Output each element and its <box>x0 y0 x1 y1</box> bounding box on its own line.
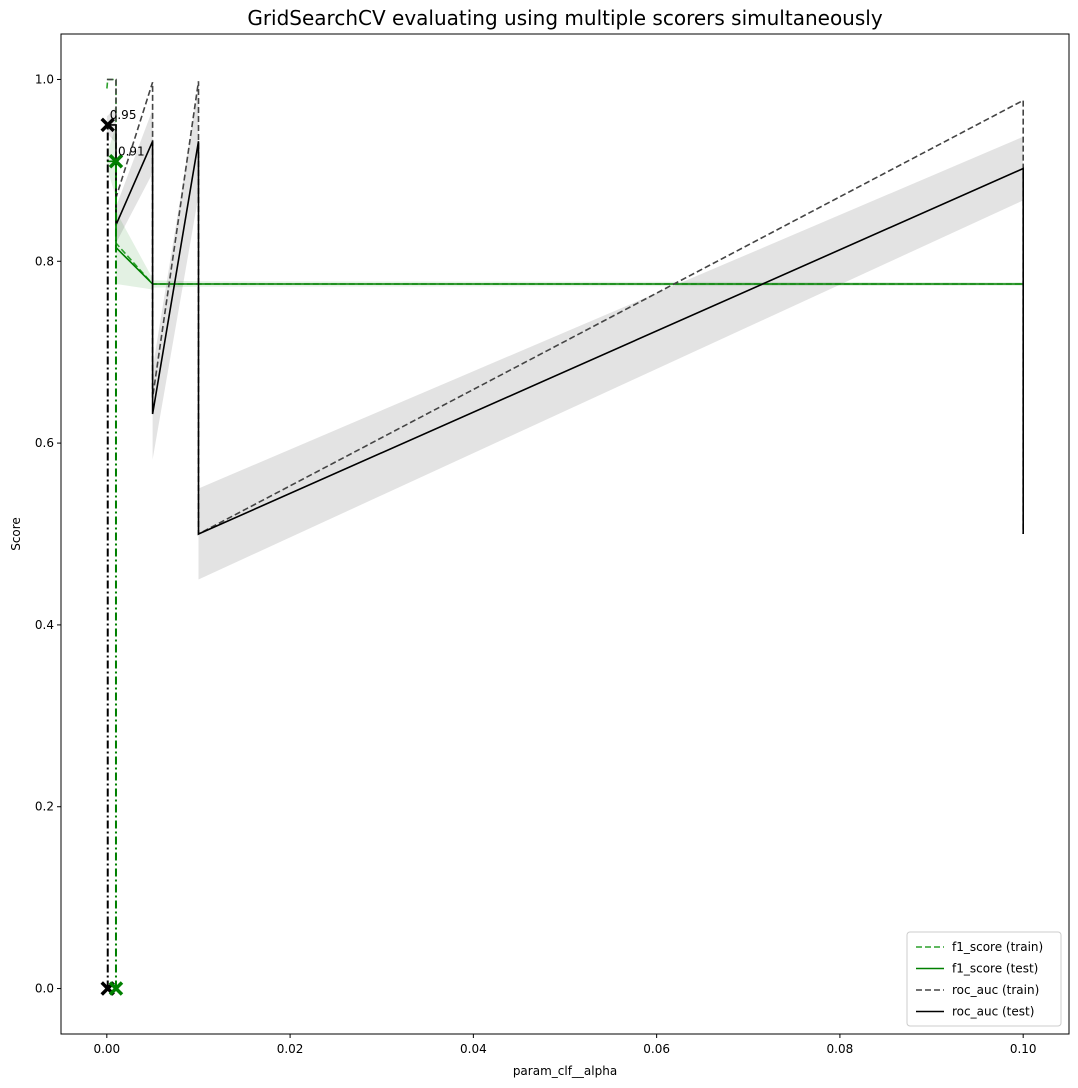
x-tick-label: 0.00 <box>93 1042 120 1056</box>
y-tick-label: 0.2 <box>35 800 54 814</box>
best-score-marker-roc_auc <box>100 117 115 133</box>
y-axis: 0.0 0.2 0.4 0.6 0.8 1.0 <box>35 72 61 996</box>
legend-label-f1-score-train: f1_score (train) <box>952 940 1043 954</box>
y-axis-label: Score <box>9 517 23 551</box>
y-tick-label: 0.6 <box>35 436 54 450</box>
legend-label-roc-auc-test: roc_auc (test) <box>952 1005 1034 1019</box>
legend-label-roc-auc-train: roc_auc (train) <box>952 983 1039 997</box>
x-tick-label: 0.08 <box>827 1042 854 1056</box>
best-score-label-f1_score: 0.91 <box>118 144 145 158</box>
best-score-marker-roc_auc-b <box>100 117 115 133</box>
y-tick-label: 1.0 <box>35 72 54 86</box>
best-score-label-roc_auc: 0.95 <box>110 108 137 122</box>
plot-frame <box>60 33 1070 1035</box>
x-tick-label: 0.06 <box>643 1042 670 1056</box>
best-score-marker-f1_score <box>108 154 124 169</box>
y-tick-label: 0.8 <box>35 254 54 268</box>
series-line-roc-auc-test <box>106 124 1025 536</box>
x-tick-label: 0.04 <box>460 1042 487 1056</box>
y-tick-label: 0.4 <box>35 618 54 632</box>
band-roc-auc-test <box>106 86 1024 580</box>
chart-title: GridSearchCV evaluating using multiple s… <box>247 6 883 30</box>
best-base-marker-f1_score <box>108 981 124 996</box>
legend-label-f1-score-test: f1_score (test) <box>952 962 1038 976</box>
y-tick-label: 0.0 <box>35 982 54 996</box>
legend: f1_score (train) f1_score (test) roc_auc (… <box>906 931 1062 1027</box>
x-axis-label: param_clf__alpha <box>513 1064 617 1078</box>
best-score-marker-f1_score-b <box>108 154 124 169</box>
series-line-roc-auc-train <box>106 78 1025 536</box>
x-axis: 0.00 0.02 0.04 0.06 0.08 0.10 <box>93 1034 1037 1056</box>
best-base-marker-f1_score-b <box>108 981 124 996</box>
legend-box <box>906 931 1062 1027</box>
plot-area <box>100 78 1025 996</box>
x-tick-label: 0.10 <box>1010 1042 1037 1056</box>
x-tick-label: 0.02 <box>277 1042 304 1056</box>
